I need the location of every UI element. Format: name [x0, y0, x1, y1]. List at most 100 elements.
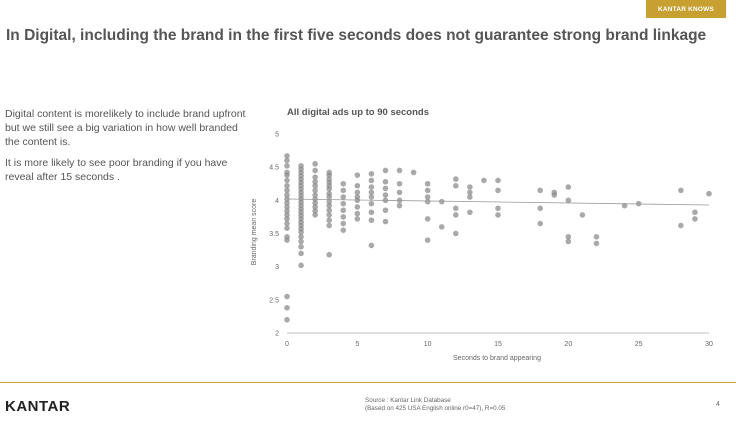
scatter-point	[368, 200, 375, 207]
scatter-point	[368, 194, 375, 200]
scatter-point	[284, 177, 290, 184]
scatter-point	[382, 218, 389, 225]
scatter-point	[326, 251, 332, 258]
scatter-point	[495, 205, 501, 212]
scatter-point	[537, 187, 543, 194]
scatter-chart: 0 5 10 15 20 25 30 2 2.5 3 3.5 4 4.5 5 Branding mean …	[251, 132, 713, 363]
scatter-point	[354, 216, 361, 222]
kantar-logo: KANTAR	[5, 398, 71, 415]
scatter-point	[312, 200, 318, 206]
body-paragraph-2: It is more likely to see poor branding i…	[5, 157, 228, 183]
scatter-point	[284, 212, 290, 218]
scatter-point	[312, 204, 318, 210]
scatter-point	[453, 205, 459, 212]
scatter-point	[692, 216, 698, 222]
scatter-point	[410, 169, 417, 176]
scatter-point	[382, 167, 389, 174]
scatter-point	[593, 234, 600, 240]
scatter-point	[326, 207, 332, 214]
scatter-point	[579, 212, 586, 218]
scatter-point	[368, 189, 375, 196]
scatter-point	[621, 202, 628, 209]
scatter-point	[312, 161, 318, 167]
scatter-point	[424, 180, 431, 187]
trend-line	[286, 198, 710, 206]
page-title: In Digital, including the brand in the f…	[6, 27, 707, 44]
scatter-point	[537, 205, 543, 212]
scatter-point	[284, 304, 290, 311]
scatter-point	[312, 187, 318, 194]
x-tick-label: 25	[635, 341, 643, 348]
scatter-point	[326, 172, 332, 178]
chart-title: All digital ads up to 90 seconds	[287, 107, 429, 118]
x-tick-label: 10	[424, 341, 432, 348]
scatter-point	[284, 220, 290, 227]
scatter-point	[467, 189, 473, 196]
scatter-point	[284, 192, 290, 198]
page-number: 4	[716, 401, 720, 408]
scatter-point	[424, 194, 431, 200]
scatter-point	[396, 180, 403, 187]
scatter-point	[298, 250, 304, 257]
scatter-point	[593, 240, 600, 247]
scatter-point	[678, 187, 684, 194]
scatter-point	[326, 212, 332, 218]
scatter-point	[495, 177, 501, 184]
footer-divider	[0, 382, 736, 383]
scatter-point	[326, 202, 332, 209]
scatter-point	[368, 184, 375, 190]
scatter-point	[467, 209, 473, 216]
scatter-point	[678, 222, 684, 229]
y-tick-label: 4	[275, 198, 279, 205]
scatter-point	[326, 198, 332, 205]
scatter-point	[284, 316, 290, 323]
scatter-point	[354, 172, 361, 178]
scatter-point	[326, 222, 332, 229]
x-tick-label: 0	[285, 341, 289, 348]
scatter-point	[326, 194, 332, 200]
source-note: Source : Kantar Link Database (Based on …	[365, 397, 505, 413]
scatter-point	[551, 192, 558, 198]
scatter-point	[284, 153, 290, 159]
scatter-point	[312, 167, 318, 174]
scatter-point	[340, 227, 347, 233]
scatter-point	[354, 204, 361, 210]
scatter-point	[340, 194, 347, 200]
scatter-point	[368, 209, 375, 216]
scatter-point	[382, 192, 389, 198]
x-tick-label: 5	[355, 341, 359, 348]
scatter-point	[312, 192, 318, 198]
scatter-point	[284, 293, 290, 300]
x-tick-label: 30	[705, 341, 713, 348]
scatter-point	[340, 220, 347, 227]
scatter-point	[467, 194, 473, 200]
y-tick-label: 3.5	[269, 231, 279, 238]
scatter-point	[438, 224, 445, 230]
scatter-point	[284, 187, 290, 194]
scatter-point	[706, 190, 712, 197]
y-tick-label: 3	[275, 264, 279, 271]
y-axis-label: Branding mean score	[251, 199, 258, 266]
scatter-point	[495, 187, 501, 194]
scatter-point	[438, 198, 445, 205]
scatter-point	[312, 178, 318, 185]
scatter-point	[368, 242, 375, 249]
scatter-point	[298, 262, 304, 269]
scatter-point	[565, 234, 572, 240]
scatter-point	[424, 237, 431, 243]
x-tick-label: 20	[564, 341, 572, 348]
scatter-point	[284, 204, 290, 210]
y-tick-label: 4.5	[269, 165, 279, 172]
scatter-point	[354, 210, 361, 217]
scatter-point	[453, 176, 459, 182]
scatter-point	[284, 208, 290, 214]
scatter-point	[467, 184, 473, 190]
scatter-point	[396, 189, 403, 196]
y-tick-label: 2.5	[269, 297, 279, 304]
scatter-point	[312, 182, 318, 189]
scatter-point	[312, 174, 318, 180]
x-tick-label: 15	[494, 341, 502, 348]
scatter-point	[537, 220, 543, 227]
scatter-point	[326, 186, 332, 192]
scatter-point	[495, 212, 501, 218]
